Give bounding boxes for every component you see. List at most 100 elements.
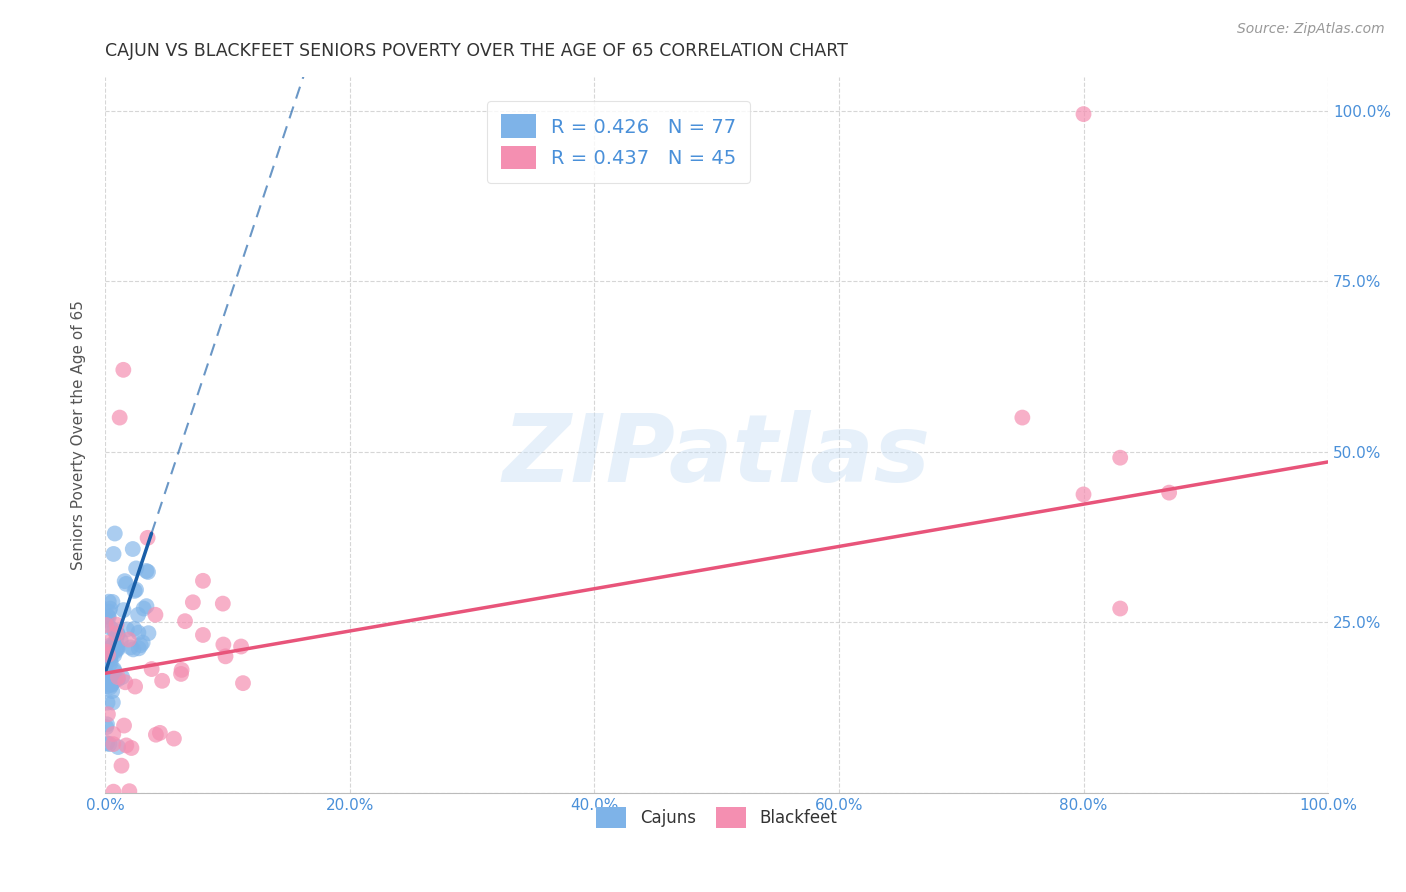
Point (124, 680, 146, 694)
Point (107, 640, 129, 655)
Point (124, 583, 146, 598)
Point (107, 627, 129, 641)
Point (141, 662, 163, 676)
Point (96, 696, 118, 710)
Point (114, 675, 136, 690)
Point (120, 741, 142, 756)
Point (229, 640, 252, 654)
Point (191, 628, 214, 642)
Point (111, 670, 134, 684)
Point (136, 531, 159, 545)
Point (101, 696, 124, 710)
Point (1159, 485, 1181, 500)
Point (96, 720, 118, 734)
Point (211, 597, 233, 611)
Point (170, 667, 193, 681)
Point (1011, 410, 1033, 425)
Point (214, 649, 236, 664)
Point (145, 728, 167, 742)
Point (101, 640, 124, 654)
Point (104, 670, 127, 684)
Point (97, 668, 120, 682)
Point (118, 784, 141, 798)
Point (114, 574, 136, 589)
Point (121, 541, 143, 556)
Point (112, 603, 135, 617)
Point (98, 670, 121, 684)
Point (105, 617, 128, 632)
Point (1109, 450, 1132, 465)
Point (96, 736, 118, 750)
Text: Source: ZipAtlas.com: Source: ZipAtlas.com (1237, 22, 1385, 37)
Point (104, 673, 127, 688)
Point (100, 638, 122, 652)
Point (103, 737, 125, 751)
Point (118, 632, 141, 647)
Point (129, 638, 152, 652)
Point (191, 574, 214, 588)
Point (100, 647, 122, 661)
Point (97, 609, 120, 624)
Point (1109, 601, 1132, 615)
Point (103, 648, 125, 662)
Point (97, 610, 120, 624)
Point (163, 731, 186, 746)
Point (110, 758, 132, 772)
Text: ZIPatlas: ZIPatlas (502, 410, 931, 502)
Point (115, 739, 138, 753)
Point (96, 675, 118, 690)
Point (98, 680, 121, 694)
Point (96, 618, 118, 632)
Point (107, 641, 129, 656)
Point (98, 737, 121, 751)
Point (120, 640, 142, 655)
Point (101, 684, 124, 698)
Point (100, 678, 122, 692)
Point (107, 626, 129, 640)
Point (135, 564, 157, 578)
Point (97, 648, 120, 662)
Point (112, 363, 135, 377)
Point (128, 641, 150, 656)
Point (100, 656, 122, 670)
Point (100, 653, 122, 667)
Point (100, 671, 122, 685)
Point (98, 601, 121, 615)
Point (96, 645, 118, 659)
Point (97, 595, 120, 609)
Point (101, 642, 124, 657)
Point (104, 644, 127, 658)
Y-axis label: Seniors Poverty Over the Age of 65: Seniors Poverty Over the Age of 65 (72, 300, 86, 570)
Point (150, 673, 173, 688)
Point (131, 635, 153, 649)
Point (110, 633, 132, 648)
Point (212, 638, 235, 652)
Point (108, 410, 131, 425)
Point (97, 677, 120, 691)
Point (127, 625, 149, 640)
Point (96, 657, 118, 671)
Point (100, 677, 122, 691)
Point (1073, 107, 1095, 121)
Point (103, 785, 125, 799)
Point (96, 679, 118, 693)
Point (105, 632, 128, 647)
Point (97, 652, 120, 666)
Point (100, 621, 122, 635)
Point (107, 673, 129, 687)
Point (94, 667, 117, 681)
Point (181, 595, 204, 609)
Point (103, 665, 125, 679)
Point (104, 526, 127, 541)
Point (136, 565, 159, 579)
Point (135, 599, 157, 614)
Point (122, 642, 145, 657)
Point (98, 650, 121, 665)
Point (103, 727, 125, 741)
Point (149, 726, 172, 740)
Point (145, 607, 167, 622)
Point (98, 648, 121, 662)
Point (103, 662, 125, 676)
Point (96, 717, 118, 731)
Point (127, 607, 149, 622)
